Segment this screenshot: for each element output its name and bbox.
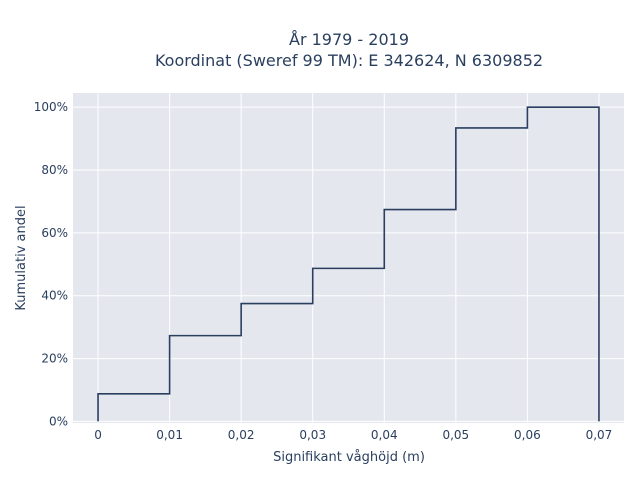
- x-tick-label: 0,07: [586, 428, 613, 442]
- tick-labels: 0 0,01 0,02 0,03 0,04 0,05 0,06 0,07 0% 20% 40% 60%…: [34, 100, 613, 442]
- cumulative-step-line: [97, 106, 600, 422]
- x-tick-label: 0,04: [371, 428, 398, 442]
- x-axis-label: Signifikant våghöjd (m): [273, 450, 425, 465]
- x-tick-label: 0,03: [299, 428, 326, 442]
- y-tick-label: 60%: [41, 226, 68, 240]
- x-tick-label: 0,05: [442, 428, 469, 442]
- x-tick-label: 0,06: [514, 428, 541, 442]
- y-tick-label: 20%: [41, 352, 68, 366]
- y-axis-label: Kumulativ andel: [14, 205, 29, 310]
- chart-title-line2: Koordinat (Sweref 99 TM): E 342624, N 63…: [155, 51, 543, 70]
- y-tick-label: 100%: [34, 100, 68, 114]
- y-tick-label: 40%: [41, 289, 68, 303]
- x-tick-label: 0: [94, 428, 102, 442]
- y-tick-label: 0%: [49, 414, 68, 428]
- x-tick-label: 0,02: [228, 428, 255, 442]
- y-tick-label: 80%: [41, 163, 68, 177]
- chart-title-line1: År 1979 - 2019: [289, 30, 409, 49]
- plot-area: [73, 93, 624, 423]
- x-tick-label: 0,01: [156, 428, 183, 442]
